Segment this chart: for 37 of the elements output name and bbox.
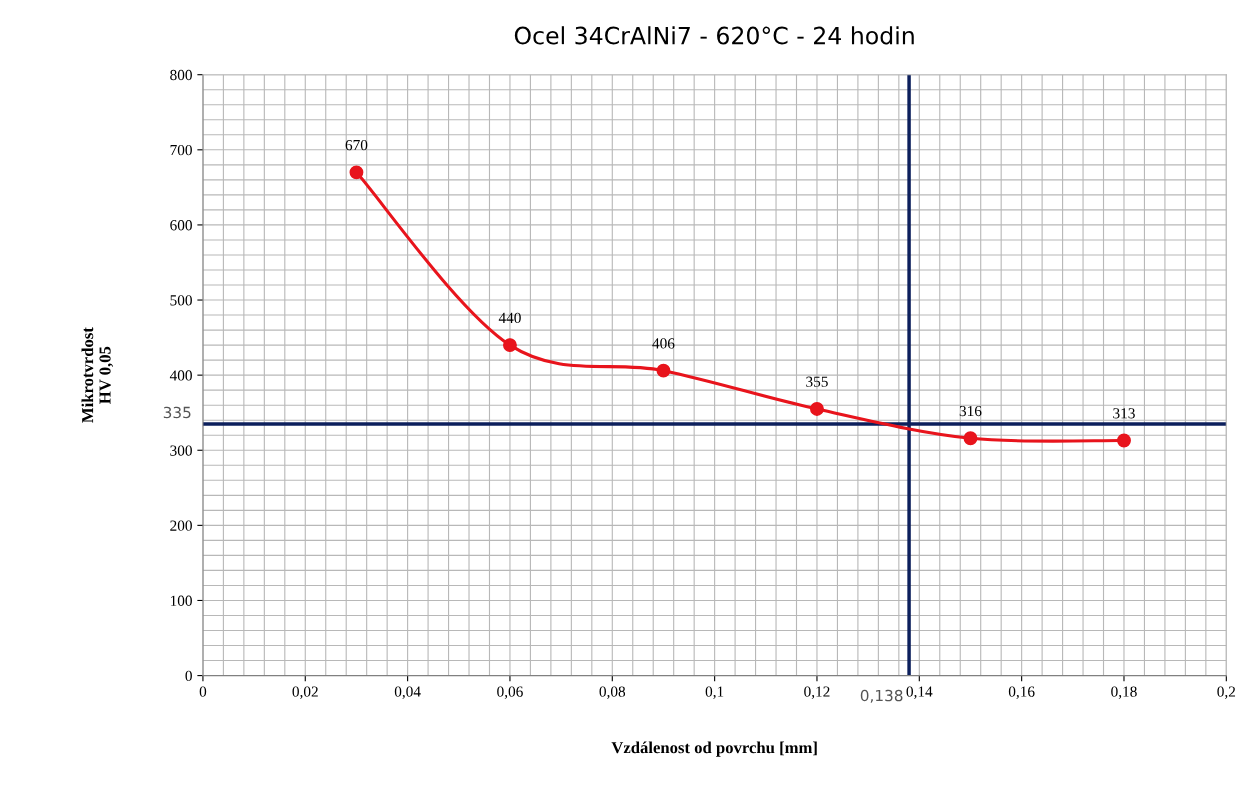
- point: [503, 338, 517, 353]
- chart-title: Ocel 34CrAlNi7 - 620°C - 24 hodin: [514, 26, 914, 45]
- x-tick-label: 0,04: [394, 686, 421, 699]
- data-label: 316: [959, 405, 982, 417]
- x-tick-label: 0,08: [599, 686, 626, 699]
- y-tick-label: 600: [170, 220, 192, 231]
- y-tick-label: 500: [170, 295, 192, 306]
- ref-line-label: 0,138: [860, 689, 903, 703]
- point: [349, 165, 364, 180]
- y-tick-label: 400: [169, 370, 192, 381]
- x-tick-label: 0,06: [497, 686, 523, 699]
- x-tick-label: 0,14: [906, 686, 933, 699]
- point: [963, 431, 978, 446]
- x-tick-label: 0,1: [705, 686, 724, 699]
- y-tick-label: 300: [170, 445, 192, 456]
- x-tick-label: 0,16: [1008, 686, 1035, 699]
- data-label: 440: [498, 312, 521, 324]
- point: [656, 363, 671, 378]
- y-tick-label: 0: [185, 670, 192, 682]
- y-tick-label: 800: [170, 69, 192, 81]
- point: [810, 401, 824, 416]
- ref-line-label: 335: [163, 406, 191, 419]
- y-tick-label: 700: [170, 144, 192, 156]
- data-label: 406: [652, 338, 675, 349]
- x-tick-label: 0: [199, 686, 207, 697]
- y-axis-title: Mikrotvrdost HV 0,05: [81, 327, 114, 423]
- x-tick-label: 0,2: [1217, 686, 1236, 699]
- x-tick-label: 0,02: [292, 686, 318, 699]
- data-label: 355: [806, 376, 828, 387]
- data-label: 670: [345, 139, 368, 151]
- x-axis-title: Vzdálenost od povrchu [mm]: [611, 741, 817, 757]
- y-tick-label: 100: [170, 595, 192, 606]
- point: [1117, 433, 1131, 448]
- x-tick-label: 0,18: [1111, 686, 1137, 699]
- data-label: 313: [1113, 408, 1135, 419]
- x-tick-label: 0,12: [804, 686, 830, 699]
- y-tick-label: 200: [170, 520, 192, 531]
